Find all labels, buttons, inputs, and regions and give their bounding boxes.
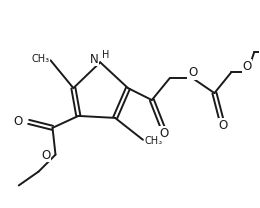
Text: CH₃: CH₃ <box>31 54 49 64</box>
Text: O: O <box>41 149 50 162</box>
Text: CH₃: CH₃ <box>144 136 162 146</box>
Text: O: O <box>159 127 169 140</box>
Text: H: H <box>102 50 109 59</box>
Text: O: O <box>188 66 197 79</box>
Text: N: N <box>90 53 99 66</box>
Text: O: O <box>219 119 228 132</box>
Text: O: O <box>14 115 23 128</box>
Text: O: O <box>243 60 252 73</box>
